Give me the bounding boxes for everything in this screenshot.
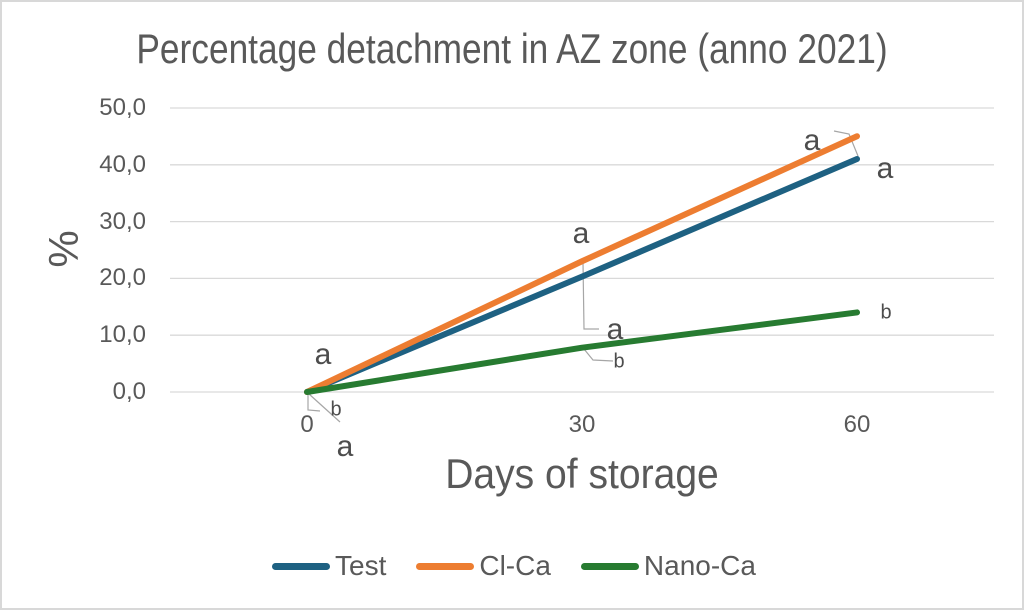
x-tick-label: 60 <box>843 411 871 438</box>
legend: Test Cl-Ca Nano-Ca <box>2 550 1022 582</box>
series-line-test <box>304 155 860 395</box>
chart-title: Percentage detachment in AZ zone (anno 2… <box>136 25 888 72</box>
point-label-d60-a-left: a <box>803 124 821 157</box>
point-label-d0-a-above: a <box>314 338 332 371</box>
legend-item-nano-ca: Nano-Ca <box>580 550 756 581</box>
label-leader-line <box>583 348 614 362</box>
series-line-nano-ca <box>304 309 860 395</box>
legend-swatch-nano-ca <box>580 562 639 570</box>
point-label-d30-a-mid: a <box>606 313 624 346</box>
point-label-d60-a-right: a <box>876 152 894 185</box>
label-leader-line <box>582 261 599 330</box>
legend-item-test: Test <box>272 551 386 581</box>
x-axis-title: Days of storage <box>445 450 719 497</box>
legend-label-test: Test <box>335 550 387 581</box>
label-leader-line <box>833 130 859 157</box>
series-line-cl-ca <box>304 133 860 395</box>
y-tick-label: 10,0 <box>99 321 146 349</box>
x-tick-label: 30 <box>568 411 596 438</box>
y-tick-label: 40,0 <box>99 150 146 178</box>
y-tick-label: 0,0 <box>112 378 146 405</box>
point-label-d30-b: b <box>613 350 625 373</box>
legend-label-nano-ca: Nano-Ca <box>643 550 756 581</box>
point-label-d30-a-above: a <box>572 217 590 250</box>
label-leader-line <box>307 394 321 412</box>
legend-label-cl-ca: Cl-Ca <box>479 550 551 581</box>
y-tick-label: 20,0 <box>99 264 146 292</box>
x-tick-label: 0 <box>300 411 314 438</box>
legend-swatch-test <box>272 562 330 570</box>
y-tick-label: 30,0 <box>99 207 146 235</box>
legend-item-cl-ca: Cl-Ca <box>416 551 551 581</box>
point-label-d60-b: b <box>880 301 892 324</box>
y-tick-label: 50,0 <box>99 94 146 121</box>
legend-swatch-cl-ca <box>416 562 475 570</box>
point-label-d0-b: b <box>330 398 342 421</box>
point-label-d0-a-below: a <box>336 430 354 463</box>
y-axis-title: % <box>40 230 87 268</box>
